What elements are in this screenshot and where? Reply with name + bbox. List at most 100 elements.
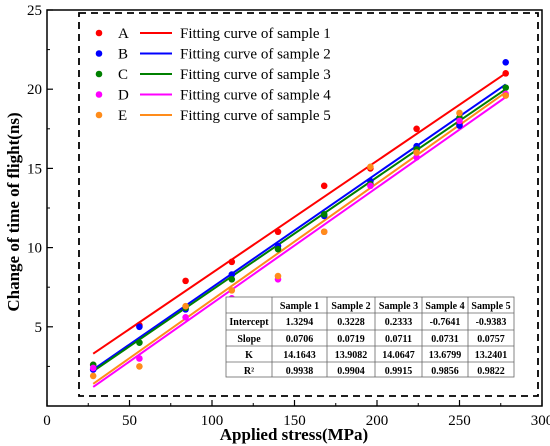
table-cell: 0.9822 xyxy=(477,366,505,377)
data-point-a xyxy=(274,228,282,236)
data-point-b xyxy=(228,271,236,278)
table-cell: 0.9915 xyxy=(385,366,413,377)
fit-line-a xyxy=(92,72,507,355)
data-point-a xyxy=(182,277,189,285)
x-tick-label: 150 xyxy=(283,413,306,429)
table-header: Sample 3 xyxy=(379,301,418,312)
fit-line-d xyxy=(92,96,507,388)
data-point-a xyxy=(228,258,236,266)
fit-lines xyxy=(92,72,507,388)
table-border xyxy=(225,296,515,378)
legend-label-a: A xyxy=(118,26,129,42)
data-point-e xyxy=(367,163,374,171)
legend-label-b: B xyxy=(118,47,128,63)
fit-line-b xyxy=(92,83,507,371)
stats-table: Sample 1 Sample 2 Sample 3 Sample 4 Sample 5… xyxy=(225,296,515,378)
table-cell: -0.9383 xyxy=(476,317,507,328)
data-point-a xyxy=(320,182,328,190)
legend-marker-c xyxy=(95,70,103,78)
y-tick-label: 25 xyxy=(27,3,42,19)
fit-line-c xyxy=(92,88,507,372)
table-cell: 0.0731 xyxy=(431,334,459,345)
table-cell: 0.0719 xyxy=(337,334,365,345)
data-point-e xyxy=(89,372,97,380)
legend-label-d: D xyxy=(118,88,129,104)
x-tick-label: 50 xyxy=(122,413,137,429)
y-tick-label: 5 xyxy=(35,320,43,336)
data-point-a xyxy=(502,70,510,77)
legend-fit-label-c: Fitting curve of sample 3 xyxy=(180,67,331,83)
data-point-b xyxy=(136,323,143,331)
legend-fit-label-e: Fitting curve of sample 5 xyxy=(180,108,331,124)
legend-marker-b xyxy=(95,50,103,57)
legend-fit-label-a: Fitting curve of sample 1 xyxy=(180,26,331,42)
table-cell: 0.2333 xyxy=(385,317,413,328)
legend-fit-label-b: Fitting curve of sample 2 xyxy=(180,47,331,63)
table-cell: 0.9856 xyxy=(431,366,459,377)
x-tick-label: 100 xyxy=(201,413,224,429)
y-tick-label: 10 xyxy=(27,241,42,257)
data-point-d xyxy=(413,154,420,161)
data-point-c xyxy=(228,275,236,283)
table-row-label: Intercept xyxy=(229,317,269,328)
data-point-a xyxy=(413,125,420,133)
table-cell: 0.9938 xyxy=(286,366,314,377)
y-tick-label: 20 xyxy=(27,82,42,98)
table-cell: -0.7641 xyxy=(430,317,461,328)
table-header: Sample 4 xyxy=(425,301,464,312)
data-point-e xyxy=(456,109,463,117)
table-cell: 0.9904 xyxy=(337,366,365,377)
data-point-c xyxy=(502,84,510,91)
data-point-b xyxy=(456,122,463,129)
table-row-label: Slope xyxy=(237,334,261,345)
data-point-e xyxy=(136,363,143,370)
table-cell: 13.9082 xyxy=(335,350,368,361)
table-cell: 14.1643 xyxy=(283,350,316,361)
legend-marker-e xyxy=(95,111,103,119)
table-row-label: K xyxy=(245,350,253,361)
legend-fit-label-d: Fitting curve of sample 4 xyxy=(180,88,331,104)
table-cell: 14.0647 xyxy=(382,350,415,361)
data-point-e xyxy=(413,149,420,156)
data-point-e xyxy=(502,92,510,99)
dashed-border xyxy=(78,12,539,397)
data-point-c xyxy=(136,339,143,346)
table-header: Sample 5 xyxy=(471,301,510,312)
table-cell: 0.0757 xyxy=(477,334,505,345)
dashed-box xyxy=(78,12,539,397)
data-point-e xyxy=(228,287,236,294)
data-point-d xyxy=(136,355,143,362)
legend-marker-a xyxy=(95,29,103,37)
table-header: Sample 1 xyxy=(280,301,319,312)
data-point-e xyxy=(274,272,282,280)
table-header: Sample 2 xyxy=(331,301,370,312)
x-tick-label: 200 xyxy=(366,413,389,429)
x-tick-label: 300 xyxy=(531,413,550,429)
data-point-c xyxy=(320,211,328,218)
y-axis-title: Change of time of flight(ns) xyxy=(4,112,23,311)
x-axis-title: Applied stress(MPa) xyxy=(220,425,368,444)
x-tick-label: 0 xyxy=(43,413,51,429)
data-point-d xyxy=(182,313,189,321)
fit-line-e xyxy=(92,91,507,385)
legend-marker-d xyxy=(95,91,103,98)
table-cell: 13.2401 xyxy=(475,350,508,361)
table-cell: 0.0711 xyxy=(385,334,412,345)
x-tick-label: 250 xyxy=(448,413,471,429)
data-point-c xyxy=(274,245,282,253)
legend-label-e: E xyxy=(118,108,127,124)
table-row-label: R² xyxy=(244,366,254,377)
data-point-b xyxy=(502,58,510,66)
y-tick-label: 15 xyxy=(27,161,42,177)
data-point-d xyxy=(89,364,97,372)
data-point-e xyxy=(182,302,189,310)
table-cell: 0.3228 xyxy=(337,317,365,328)
data-points xyxy=(89,58,510,380)
legend: A Fitting curve of sample 1 B Fitting curve… xyxy=(95,26,331,124)
data-point-d xyxy=(367,182,374,190)
data-point-e xyxy=(320,228,328,236)
data-point-d xyxy=(456,117,463,125)
table-cell: 13.6799 xyxy=(429,350,462,361)
table-cell: 1.3294 xyxy=(286,317,314,328)
